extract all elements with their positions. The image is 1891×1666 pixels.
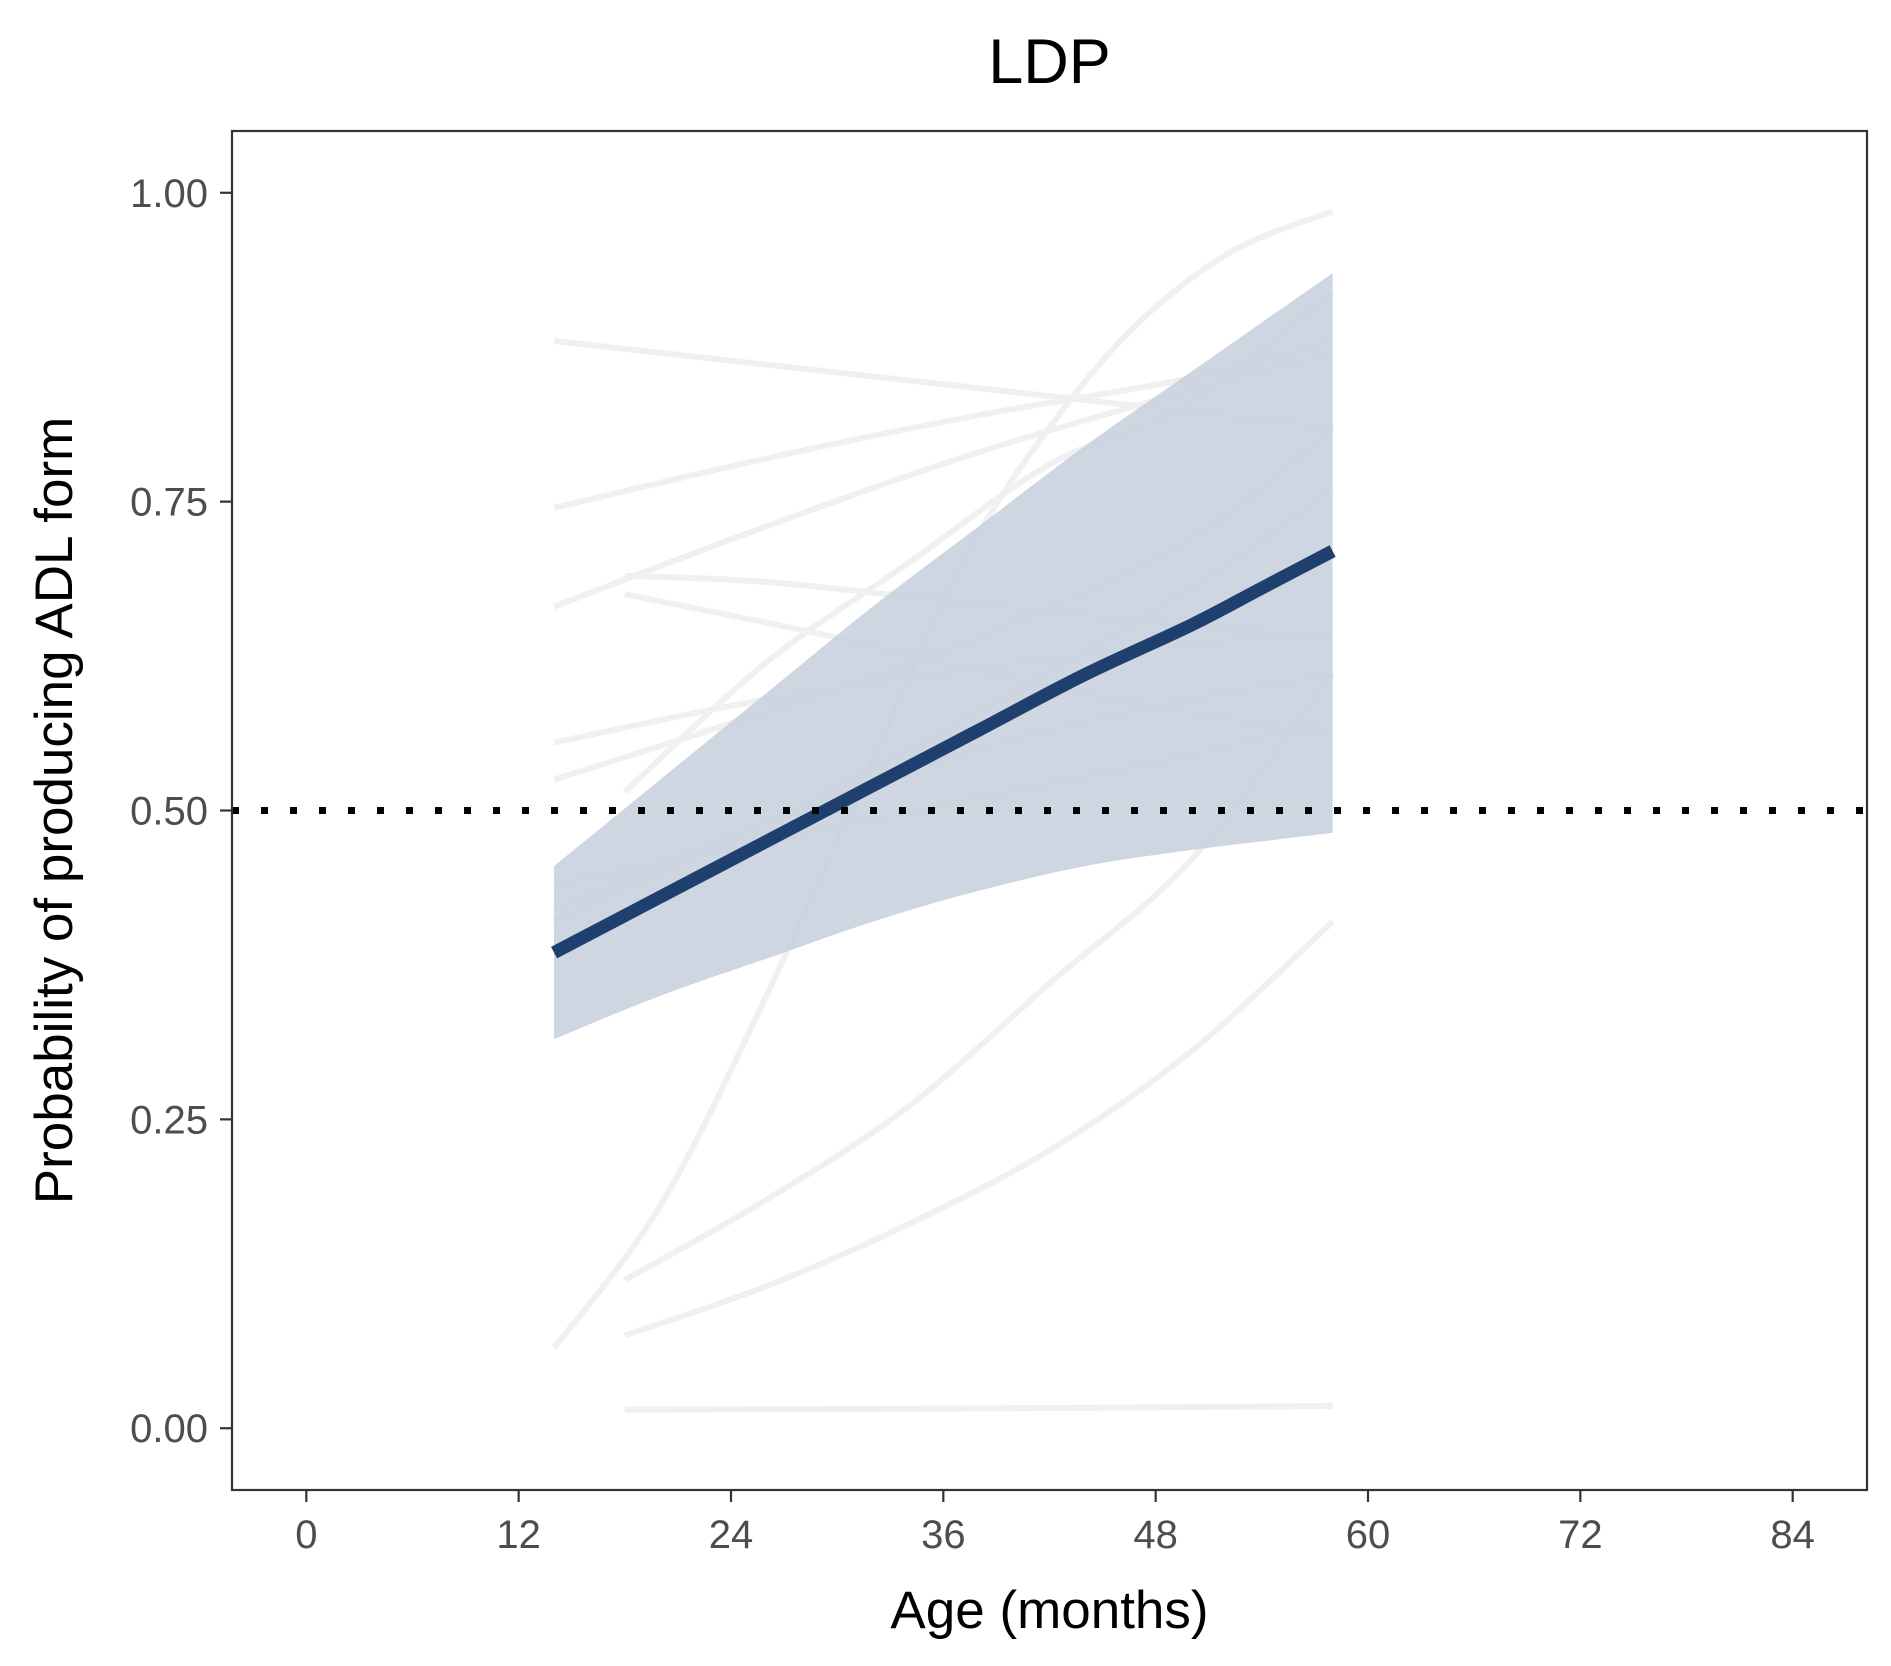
mean-curve [551,545,1336,959]
x-tick-label: 36 [921,1513,966,1557]
x-axis-title: Age (months) [890,1581,1208,1640]
x-tick-label: 84 [1770,1513,1815,1557]
y-tick-label: 0.50 [130,790,208,834]
x-tick-label: 72 [1558,1513,1603,1557]
x-tick-label: 24 [709,1513,754,1557]
confidence-ribbon-group [554,273,1333,1040]
x-tick-label: 0 [295,1513,317,1557]
y-tick-label: 1.00 [130,172,208,216]
y-tick-label: 0.75 [130,481,208,525]
x-tick-label: 48 [1133,1513,1178,1557]
individual-line-14 [624,1402,1333,1413]
y-tick-label: 0.25 [130,1098,208,1142]
x-tick-label: 12 [496,1513,541,1557]
confidence-ribbon [554,273,1333,1040]
y-axis: 0.00 0.25 0.50 0.75 1.00 [130,172,232,1451]
y-tick-label: 0.00 [130,1407,208,1451]
x-tick-label: 60 [1346,1513,1391,1557]
chart-title: LDP [988,27,1111,97]
x-axis: 0 12 24 36 48 60 72 84 [295,1490,1815,1557]
mean-curve-group [551,545,1336,959]
individual-line-13 [623,919,1335,1339]
y-axis-title: Probability of producing ADL form [25,417,84,1205]
